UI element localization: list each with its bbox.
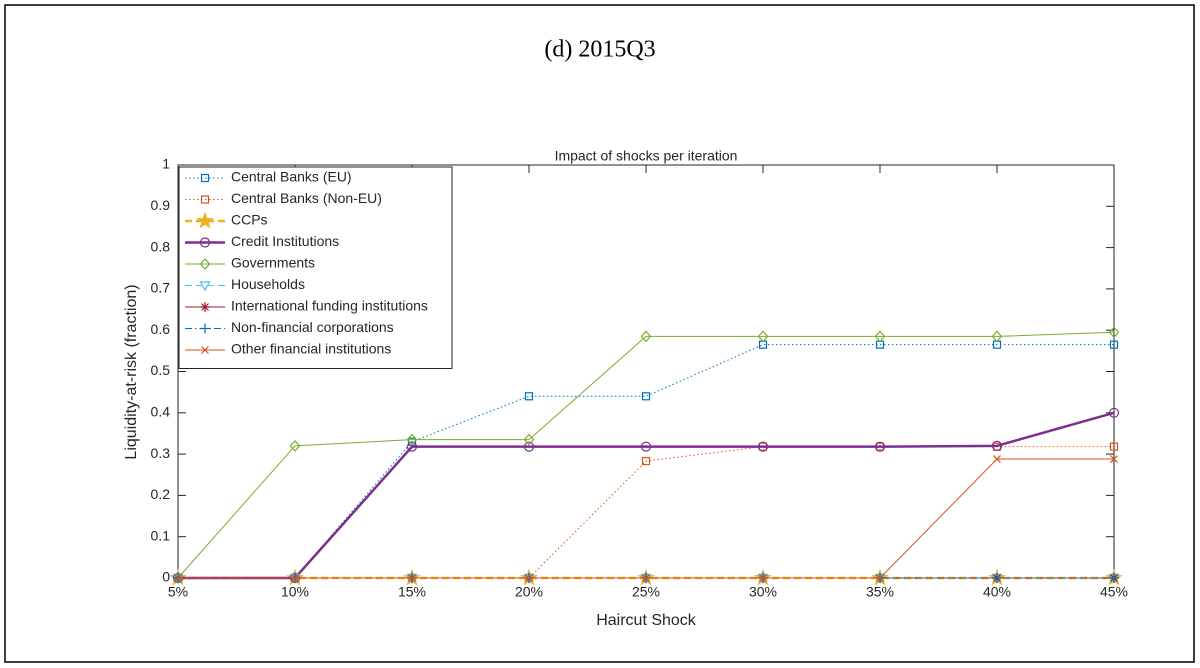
marker	[291, 574, 299, 582]
y-tick-label: 0	[162, 569, 170, 585]
page-border	[4, 4, 1195, 663]
y-tick-label: 0.5	[151, 362, 171, 378]
marker	[200, 323, 210, 334]
x-tick-label: 45%	[1100, 584, 1128, 600]
marker	[641, 392, 651, 401]
marker	[1109, 573, 1119, 583]
marker	[876, 574, 884, 582]
y-axis-label: Liquidity-at-risk (fraction)	[123, 284, 140, 459]
x-tick-label: 30%	[749, 584, 777, 600]
y-tick-label: 0.1	[151, 527, 171, 543]
marker	[199, 281, 211, 292]
legend-label: Non-financial corporations	[231, 319, 394, 335]
marker	[640, 330, 652, 343]
legend-label: International funding institutions	[231, 298, 428, 314]
marker	[201, 346, 209, 354]
x-axis-label: Haircut Shock	[596, 612, 697, 629]
marker	[199, 258, 211, 270]
legend-label: Other financial institutions	[231, 341, 391, 357]
y-tick-label: 0.2	[151, 486, 171, 502]
marker	[759, 574, 767, 582]
x-tick-label: 10%	[281, 584, 309, 600]
marker	[525, 574, 533, 582]
chart-title: (d) 2015Q3	[544, 37, 655, 63]
x-tick-label: 35%	[866, 584, 894, 600]
x-tick-label: 20%	[515, 584, 543, 600]
y-tick-label: 0.6	[151, 321, 171, 337]
legend-label: Central Banks (Non-EU)	[231, 190, 382, 206]
series-line	[178, 411, 1115, 580]
marker	[641, 457, 651, 466]
marker	[523, 441, 535, 452]
x-tick-label: 15%	[398, 584, 426, 600]
marker	[640, 441, 652, 452]
marker	[1108, 407, 1120, 418]
legend-label: Central Banks (EU)	[231, 169, 352, 185]
marker	[196, 211, 214, 229]
marker	[757, 441, 769, 452]
legend-label: CCPs	[231, 212, 268, 228]
marker	[200, 195, 210, 204]
marker	[991, 440, 1003, 451]
marker	[1109, 340, 1119, 349]
marker	[1108, 326, 1120, 339]
marker	[992, 573, 1002, 583]
marker	[874, 330, 886, 343]
legend-label: Credit Institutions	[231, 233, 339, 249]
legend-label: Governments	[231, 255, 315, 271]
marker	[406, 441, 418, 452]
y-tick-label: 0.4	[151, 404, 171, 420]
y-tick-label: 1	[162, 156, 170, 172]
marker	[874, 441, 886, 452]
y-tick-label: 0.3	[151, 445, 171, 461]
marker	[1109, 442, 1119, 451]
marker	[524, 392, 534, 401]
x-tick-label: 5%	[168, 584, 188, 600]
marker	[408, 574, 416, 582]
y-tick-label: 0.7	[151, 280, 171, 296]
marker	[200, 173, 210, 183]
marker	[406, 433, 418, 446]
legend-box	[178, 166, 453, 369]
chart-subtitle: Impact of shocks per iteration	[555, 148, 738, 164]
legend-label: Households	[231, 276, 305, 292]
marker	[1110, 455, 1118, 463]
marker	[174, 574, 182, 582]
marker	[199, 237, 211, 248]
x-tick-label: 25%	[632, 584, 660, 600]
marker	[993, 455, 1001, 463]
series-line	[177, 331, 1115, 579]
marker	[757, 330, 769, 343]
marker	[289, 439, 301, 452]
marker	[991, 330, 1003, 343]
x-tick-label: 40%	[983, 584, 1011, 600]
y-tick-label: 0.9	[151, 197, 171, 213]
marker	[523, 433, 535, 446]
y-tick-label: 0.8	[151, 238, 171, 254]
marker	[200, 302, 210, 312]
marker	[642, 574, 650, 582]
